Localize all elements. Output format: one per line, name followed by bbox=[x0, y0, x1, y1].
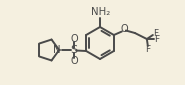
Text: O: O bbox=[120, 24, 128, 35]
Text: NH₂: NH₂ bbox=[91, 7, 111, 17]
Text: F: F bbox=[145, 45, 150, 54]
Text: N: N bbox=[53, 45, 60, 55]
Text: O: O bbox=[70, 56, 78, 66]
Text: O: O bbox=[70, 34, 78, 44]
Text: S: S bbox=[71, 45, 78, 55]
Text: F: F bbox=[153, 29, 158, 39]
Text: F: F bbox=[154, 35, 159, 44]
